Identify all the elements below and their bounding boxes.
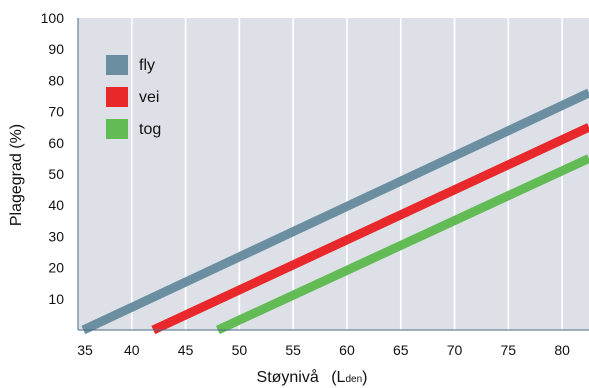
xtick-label-60: 60 (339, 342, 355, 358)
series-line-fly (81, 88, 589, 335)
x-axis-title: Støynivå (Lden) (257, 368, 368, 386)
y-axis-title: Plagegrad (%) (8, 124, 25, 226)
gridlines (130, 18, 563, 330)
xtick-label-45: 45 (178, 342, 194, 358)
xtick-label-40: 40 (124, 342, 140, 358)
x-axis-unit-sub: den (345, 374, 362, 385)
ytick-label-20: 20 (48, 260, 64, 276)
legend: fly vei tog (106, 55, 161, 139)
legend-swatch-vei (106, 87, 128, 107)
ytick-label-30: 30 (48, 228, 64, 244)
ytick-label-90: 90 (48, 41, 64, 57)
x-axis-title-text: Støynivå (257, 368, 319, 386)
xtick-label-80: 80 (554, 342, 570, 358)
legend-swatch-fly (106, 55, 128, 75)
legend-swatch-tog (106, 119, 128, 139)
x-tick-labels: 35 40 45 50 55 60 65 70 75 80 (77, 342, 570, 358)
ytick-label-70: 70 (48, 104, 64, 120)
xtick-label-50: 50 (232, 342, 248, 358)
y-tick-labels: 10 20 30 40 50 60 70 80 90 100 (41, 10, 65, 307)
xtick-label-70: 70 (447, 342, 463, 358)
ytick-label-10: 10 (48, 291, 64, 307)
ytick-label-80: 80 (48, 72, 64, 88)
series-lines (81, 88, 589, 335)
x-axis-unit-open: ( (331, 369, 337, 386)
x-axis-unit-base: L (337, 369, 346, 386)
series-line-vei (151, 123, 589, 335)
ytick-label-50: 50 (48, 166, 64, 182)
legend-label-vei: vei (139, 89, 159, 106)
series-line-tog (215, 154, 589, 335)
ytick-label-40: 40 (48, 197, 64, 213)
ytick-label-100: 100 (41, 10, 65, 26)
xtick-label-75: 75 (501, 342, 517, 358)
xtick-label-35: 35 (77, 342, 93, 358)
x-axis-unit-close: ) (362, 369, 367, 386)
xtick-label-55: 55 (285, 342, 301, 358)
legend-label-fly: fly (139, 57, 155, 74)
legend-label-tog: tog (139, 121, 161, 138)
ytick-label-60: 60 (48, 135, 64, 151)
xtick-label-65: 65 (393, 342, 409, 358)
